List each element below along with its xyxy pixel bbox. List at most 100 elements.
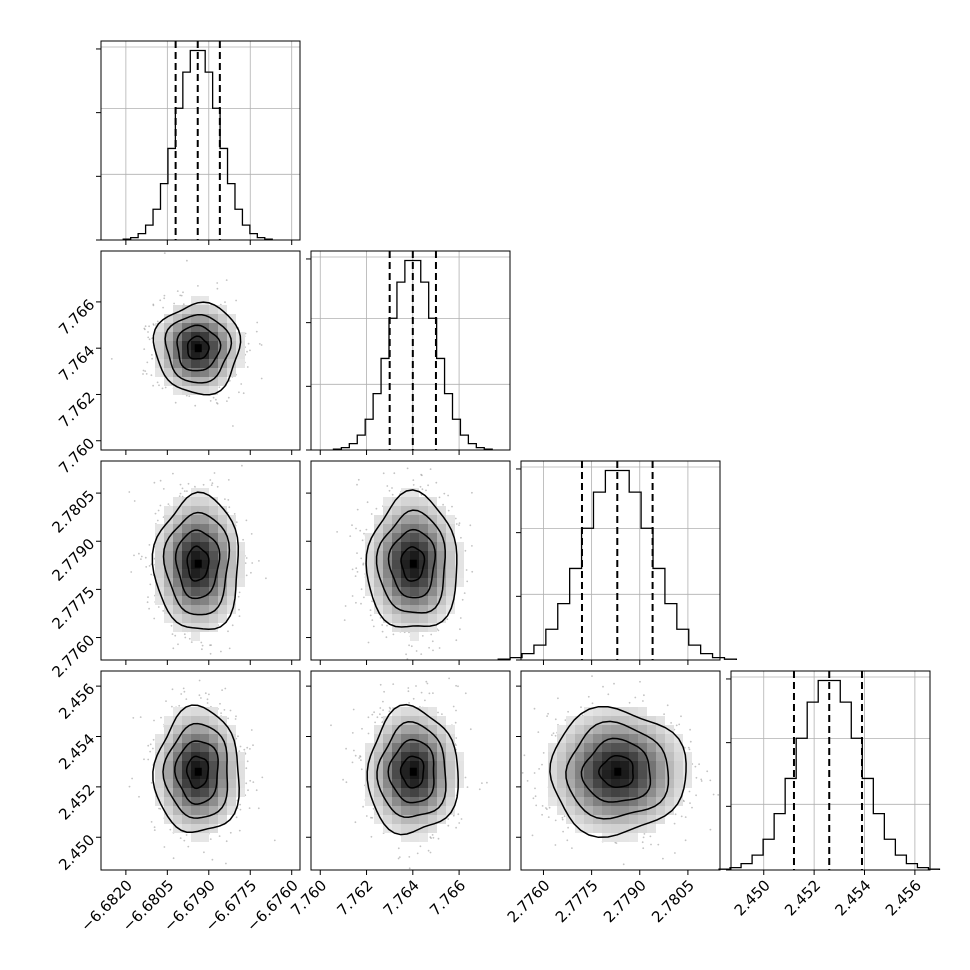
density-cell — [218, 587, 227, 596]
density-cell — [410, 707, 419, 716]
density-cell — [548, 788, 557, 797]
scatter-point — [200, 697, 202, 699]
density-cell — [401, 515, 410, 524]
scatter-point — [183, 490, 186, 492]
scatter-point — [258, 560, 260, 562]
density-cell — [182, 497, 191, 506]
scatter-point — [110, 358, 113, 360]
density-cell — [155, 788, 164, 797]
scatter-point — [249, 748, 251, 750]
density-cell — [437, 770, 446, 779]
density-cell — [182, 350, 191, 359]
density-cell — [437, 788, 446, 797]
contour-line — [376, 721, 447, 818]
scatter-point — [420, 473, 422, 476]
scatter-point — [229, 831, 232, 834]
density-cell — [218, 506, 227, 515]
scatter-point — [563, 815, 566, 818]
density-cell — [401, 824, 410, 833]
density-cell — [374, 560, 383, 569]
scatter-point — [158, 807, 160, 810]
density-cell — [374, 551, 383, 560]
density-cell — [236, 551, 245, 560]
contour-line — [152, 301, 242, 396]
density-cell — [209, 578, 218, 587]
density-cell — [227, 806, 236, 815]
density-cell — [428, 497, 437, 506]
scatter-point — [381, 630, 384, 633]
scatter-point — [163, 846, 166, 848]
density-cell — [227, 725, 236, 734]
density-cell — [602, 752, 611, 761]
scatter-point — [233, 513, 236, 515]
scatter-point — [388, 489, 391, 492]
density-cell — [446, 779, 455, 788]
density-cell — [218, 569, 227, 578]
density-cell — [191, 596, 200, 605]
scatter-point — [142, 369, 145, 372]
density-cell — [392, 524, 401, 533]
density-cell — [383, 725, 392, 734]
density-cell — [419, 506, 428, 515]
density-cell — [200, 542, 209, 551]
density-cell — [164, 797, 173, 806]
density-cell — [383, 752, 392, 761]
scatter-point — [370, 835, 373, 838]
density-cell — [191, 497, 200, 506]
density-cell — [227, 770, 236, 779]
scatter-point — [356, 571, 359, 573]
scatter-point — [680, 715, 682, 718]
density-cell — [218, 725, 227, 734]
density-cell — [437, 614, 446, 623]
density-cell — [629, 716, 638, 725]
density-cell — [191, 524, 200, 533]
density-cell — [419, 707, 428, 716]
density-cell — [437, 806, 446, 815]
scatter-point — [531, 834, 534, 837]
density-cell — [392, 551, 401, 560]
scatter-point — [142, 373, 144, 375]
scatter-point — [406, 658, 409, 660]
density-cell — [566, 734, 575, 743]
density-cell — [374, 806, 383, 815]
panel-frame — [100, 40, 301, 241]
density-cell — [392, 587, 401, 596]
scatter-point — [152, 747, 154, 750]
density-cell — [173, 797, 182, 806]
scatter-point — [224, 498, 226, 500]
density-cell — [665, 797, 674, 806]
density-cell — [173, 377, 182, 386]
density-cell — [638, 743, 647, 752]
x-tick-label: 2.7760 — [504, 876, 554, 926]
density-cell — [365, 560, 374, 569]
density-cell — [584, 788, 593, 797]
density-cell — [200, 506, 209, 515]
density-cell — [566, 806, 575, 815]
density-cell — [410, 596, 419, 605]
density-cell — [173, 752, 182, 761]
density-cell — [227, 779, 236, 788]
scatter-point — [152, 384, 155, 387]
density-cell — [593, 788, 602, 797]
density-cell — [392, 605, 401, 614]
scatter-point — [351, 595, 354, 597]
density-cell — [620, 716, 629, 725]
density-cell — [446, 725, 455, 734]
scatter-point — [428, 692, 431, 695]
density-cell — [200, 716, 209, 725]
contour-line — [549, 705, 687, 839]
scatter-point — [265, 577, 267, 580]
density-cell — [419, 788, 428, 797]
scatter-point — [357, 478, 360, 481]
density-cell — [419, 797, 428, 806]
density-cell — [665, 761, 674, 770]
scatter-point — [388, 710, 391, 713]
scatter-point — [201, 644, 204, 647]
density-cell — [383, 734, 392, 743]
scatter-point — [541, 763, 543, 766]
density-cell — [548, 797, 557, 806]
density-cell — [209, 341, 218, 350]
density-cell — [437, 524, 446, 533]
density-cell — [164, 815, 173, 824]
scatter-point — [260, 344, 263, 346]
